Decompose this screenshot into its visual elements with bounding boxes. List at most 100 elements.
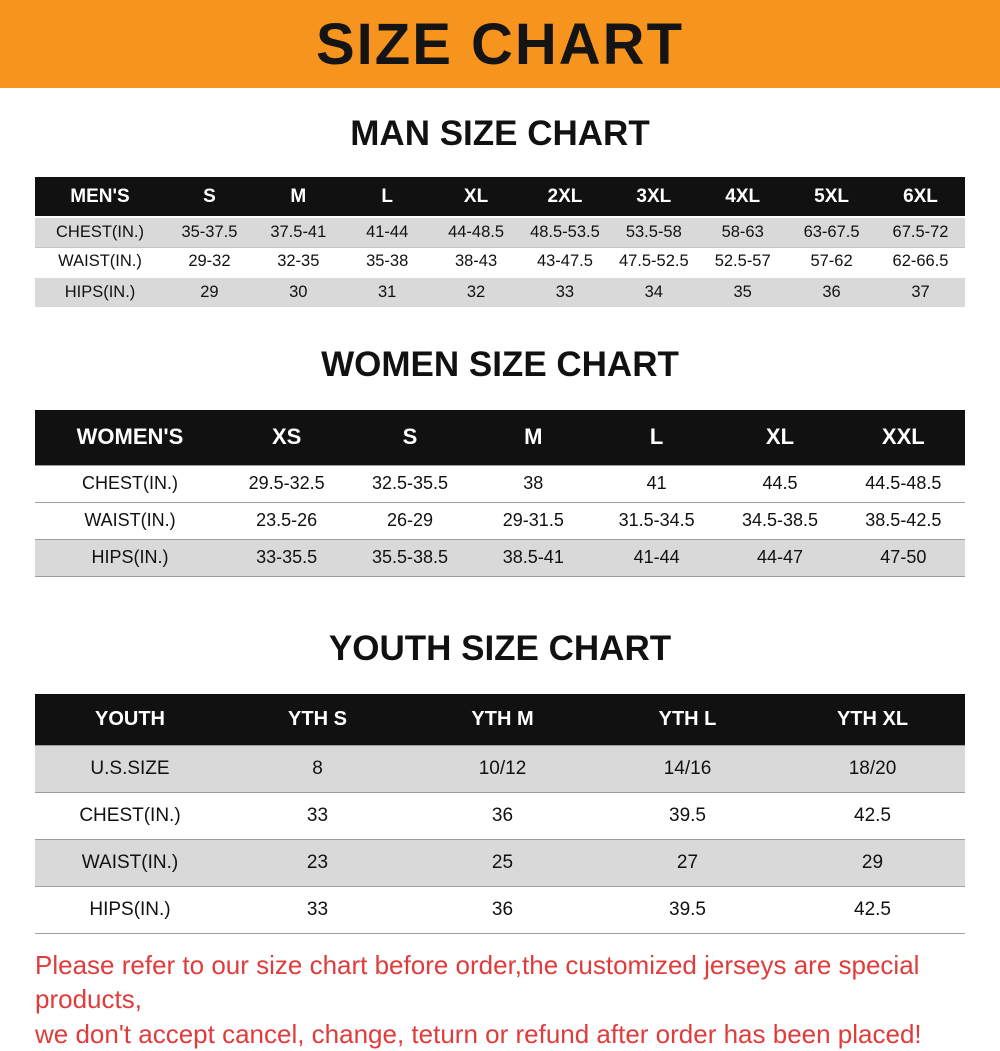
size-cell: 44.5-48.5 <box>865 473 942 493</box>
order-disclaimer: Please refer to our size chart before or… <box>35 948 975 1051</box>
size-cell: 25 <box>491 852 514 873</box>
size-cell: 35 <box>733 283 752 301</box>
banner-title: SIZE CHART <box>316 11 684 77</box>
row-label: U.S.SIZE <box>90 758 170 779</box>
size-cell: 32 <box>466 283 486 301</box>
row-label: HIPS(IN.) <box>89 899 171 920</box>
size-column-header: L <box>649 424 664 450</box>
size-cell: 39.5 <box>669 805 706 826</box>
men-table-header-row: MEN'S S M L XL 2XL 3XL 4XL 5XL 6XL <box>35 177 965 217</box>
size-cell: 29 <box>861 852 884 873</box>
size-cell: 52.5-57 <box>714 252 771 271</box>
size-cell: 57-62 <box>810 252 853 271</box>
size-cell: 44.5 <box>762 473 798 493</box>
size-cell: 23.5-26 <box>256 510 318 530</box>
size-cell: 48.5-53.5 <box>530 222 600 241</box>
size-cell: 67.5-72 <box>892 222 949 241</box>
disclaimer-line-1: Please refer to our size chart before or… <box>35 950 920 1015</box>
size-cell: 35.5-38.5 <box>371 547 449 567</box>
size-cell: 14/16 <box>663 758 712 779</box>
row-label: HIPS(IN.) <box>91 547 169 567</box>
size-cell: 41-44 <box>633 547 680 567</box>
size-cell: 63-67.5 <box>803 222 860 241</box>
size-column-header: M <box>524 424 543 450</box>
women-chest-row: CHEST(IN.) 29.5-32.5 32.5-35.5 38 41 44.… <box>35 465 965 502</box>
size-column-header: 5XL <box>814 185 849 207</box>
man-section-heading: MAN SIZE CHART <box>350 114 650 153</box>
size-cell: 47.5-52.5 <box>618 252 689 271</box>
size-cell: 33 <box>555 283 575 301</box>
size-cell: 23 <box>306 852 329 873</box>
size-cell: 62-66.5 <box>892 252 949 271</box>
size-cell: 42.5 <box>854 899 891 920</box>
size-cell: 32.5-35.5 <box>371 473 449 493</box>
size-cell: 10/12 <box>478 758 527 779</box>
size-cell: 44-47 <box>756 547 803 567</box>
size-cell: 29 <box>200 283 219 301</box>
disclaimer-line-2: we don't accept cancel, change, teturn o… <box>35 1018 922 1049</box>
row-label: HIPS(IN.) <box>64 283 136 301</box>
men-chest-row: CHEST(IN.) 35-37.5 37.5-41 41-44 44-48.5… <box>35 217 965 247</box>
youth-table-header-row: YOUTH YTH S YTH M YTH L YTH XL <box>35 693 965 746</box>
size-cell: 42.5 <box>854 805 891 826</box>
men-table-title: MEN'S <box>70 185 130 207</box>
youth-ussize-row: U.S.SIZE 8 10/12 14/16 18/20 <box>35 745 965 793</box>
size-cell: 41 <box>646 473 667 493</box>
size-column-header: XXL <box>881 424 925 450</box>
size-cell: 53.5-58 <box>625 222 682 241</box>
size-cell: 34.5-38.5 <box>741 510 818 530</box>
row-label: CHEST(IN.) <box>82 473 178 493</box>
size-cell: 37 <box>911 283 930 301</box>
size-cell: 34 <box>644 283 663 301</box>
size-cell: 26-29 <box>386 510 434 530</box>
size-column-header: XS <box>271 424 302 450</box>
size-column-header: 6XL <box>903 185 938 207</box>
size-chart-banner: SIZE CHART <box>0 0 1000 88</box>
size-cell: 58-63 <box>721 222 764 241</box>
women-size-table: WOMEN'S XS S M L XL XXL CHEST(IN.) 29.5-… <box>35 410 965 577</box>
size-column-header: 4XL <box>725 185 761 207</box>
men-hips-row: HIPS(IN.) 29 30 31 32 33 34 35 36 37 <box>35 277 965 307</box>
size-cell: 35-37.5 <box>181 222 238 241</box>
row-label: CHEST(IN.) <box>56 222 144 241</box>
size-column-header: YTH M <box>471 707 534 730</box>
size-cell: 30 <box>289 283 308 301</box>
women-section-heading: WOMEN SIZE CHART <box>321 345 679 384</box>
size-cell: 27 <box>676 852 699 873</box>
size-cell: 32-35 <box>277 252 320 271</box>
size-cell: 39.5 <box>669 899 706 920</box>
youth-table-title: YOUTH <box>95 707 165 730</box>
size-column-header: S <box>402 424 418 450</box>
women-waist-row: WAIST(IN.) 23.5-26 26-29 29-31.5 31.5-34… <box>35 502 965 539</box>
size-column-header: YTH S <box>288 707 347 730</box>
size-cell: 36 <box>491 899 514 920</box>
youth-section-heading: YOUTH SIZE CHART <box>328 628 672 668</box>
size-column-header: XL <box>463 185 489 207</box>
size-column-header: YTH XL <box>836 707 909 730</box>
size-cell: 41-44 <box>366 222 409 241</box>
women-hips-row: HIPS(IN.) 33-35.5 35.5-38.5 38.5-41 41-4… <box>35 539 965 576</box>
men-size-table: MEN'S S M L XL 2XL 3XL 4XL 5XL 6XL CHEST… <box>35 177 965 307</box>
size-cell: 44-48.5 <box>448 222 505 241</box>
size-cell: 18/20 <box>848 758 897 779</box>
row-label: WAIST(IN.) <box>58 252 142 271</box>
youth-hips-row: HIPS(IN.) 33 36 39.5 42.5 <box>35 886 965 934</box>
size-cell: 38.5-41 <box>502 547 564 567</box>
size-cell: 31 <box>378 283 397 301</box>
size-cell: 35-38 <box>366 252 409 271</box>
size-cell: 8 <box>312 758 323 779</box>
youth-size-table: YOUTH YTH S YTH M YTH L YTH XL U.S.SIZE … <box>35 693 965 934</box>
women-table-title: WOMEN'S <box>76 424 184 450</box>
size-cell: 38-43 <box>454 252 498 271</box>
women-table-header-row: WOMEN'S XS S M L XL XXL <box>35 410 965 465</box>
size-cell: 33-35.5 <box>256 547 318 567</box>
size-column-header: L <box>381 185 393 207</box>
row-label: WAIST(IN.) <box>84 510 176 530</box>
size-cell: 29.5-32.5 <box>248 473 325 493</box>
size-column-header: 2XL <box>547 185 583 207</box>
size-cell: 38 <box>523 473 544 493</box>
size-column-header: 3XL <box>636 185 672 207</box>
size-cell: 36 <box>491 805 514 826</box>
size-column-header: XL <box>765 424 795 450</box>
youth-waist-row: WAIST(IN.) 23 25 27 29 <box>35 839 965 887</box>
